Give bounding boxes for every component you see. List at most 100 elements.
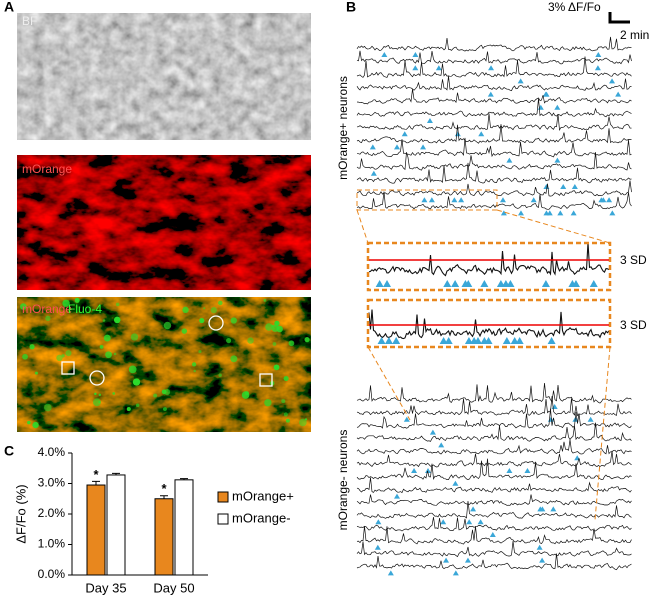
cell (132, 378, 141, 386)
trace (356, 422, 632, 442)
trace (368, 309, 610, 340)
cell (281, 399, 286, 404)
cell (271, 324, 274, 328)
threshold-label: 3 SD (620, 253, 647, 267)
event-marker (595, 52, 602, 57)
legend-swatch (217, 491, 229, 503)
event-marker (420, 144, 427, 150)
event-marker (451, 197, 458, 203)
event-marker (375, 280, 384, 287)
y-tick-label: 2.0% (38, 506, 66, 520)
event-marker (451, 280, 460, 287)
cell (304, 418, 308, 421)
significance-mark: * (93, 467, 99, 482)
cell (163, 321, 172, 330)
cell (93, 398, 101, 407)
image-label: BF (22, 14, 37, 28)
event-marker (440, 519, 447, 525)
cell (34, 371, 38, 375)
x-tick-label: Day 35 (85, 580, 126, 595)
event-marker (543, 210, 550, 216)
fluo-cells (20, 297, 310, 429)
cell (126, 407, 131, 412)
cell (98, 393, 102, 397)
cell (263, 298, 267, 302)
trace (356, 89, 632, 105)
trace (356, 396, 632, 417)
event-marker (489, 532, 496, 537)
event-marker (394, 493, 401, 499)
cell (74, 297, 80, 303)
cell (203, 307, 206, 310)
event-marker (370, 170, 377, 176)
cell (29, 344, 35, 350)
trace (356, 516, 632, 532)
event-marker (524, 468, 531, 473)
trace (356, 382, 632, 404)
cell (43, 403, 52, 412)
event-marker (452, 570, 459, 576)
event-marker (480, 280, 489, 287)
traces (356, 36, 632, 576)
event-marker (560, 184, 567, 189)
cell (135, 403, 140, 408)
event-marker (568, 280, 577, 287)
cell (276, 325, 283, 333)
event-marker (377, 337, 386, 344)
scale-label: 2 min (620, 28, 649, 42)
panel-label: A (4, 0, 14, 15)
trace (356, 439, 632, 455)
event-marker (439, 337, 448, 344)
cell (103, 334, 111, 342)
bar (154, 498, 174, 576)
merge-image (17, 297, 311, 432)
event-marker (473, 337, 482, 344)
y-tick-label: 4.0% (38, 445, 66, 459)
cell (274, 320, 280, 326)
cell (128, 365, 137, 374)
panel-label: B (346, 0, 356, 15)
event-marker (488, 65, 495, 71)
trace (356, 113, 632, 131)
event-marker (594, 65, 601, 71)
event-marker (510, 337, 519, 344)
trace (356, 56, 632, 78)
cell (230, 355, 238, 363)
cell (45, 315, 51, 322)
event-marker (537, 104, 544, 110)
event-marker (571, 184, 578, 189)
event-marker (411, 468, 418, 473)
legend-label: mOrange+ (232, 488, 294, 503)
event-marker (550, 506, 557, 512)
cell (264, 399, 272, 407)
event-marker (412, 65, 419, 71)
cell (199, 317, 205, 324)
y-tick-label: 1.0% (38, 537, 66, 551)
cell (102, 319, 106, 322)
event-marker (539, 557, 546, 563)
cell (56, 354, 63, 362)
event-marker (606, 197, 613, 203)
cell (181, 328, 188, 334)
image-label: Fluo-4 (68, 302, 102, 316)
event-marker (609, 210, 616, 216)
event-marker (383, 280, 392, 287)
cell (272, 342, 277, 346)
x-tick-label: Day 50 (153, 580, 194, 595)
trace (356, 494, 632, 506)
event-marker (506, 280, 515, 287)
event-marker (464, 337, 473, 344)
event-marker (429, 429, 436, 435)
event-marker (403, 416, 410, 422)
cell (113, 316, 121, 324)
cell (191, 362, 197, 367)
trace (356, 477, 632, 494)
cell (226, 337, 232, 344)
event-marker (387, 570, 394, 576)
cell (153, 393, 158, 398)
cell (99, 345, 104, 349)
event-marker (464, 280, 473, 287)
trace (356, 76, 632, 92)
trace (356, 450, 632, 468)
trace (356, 408, 632, 429)
